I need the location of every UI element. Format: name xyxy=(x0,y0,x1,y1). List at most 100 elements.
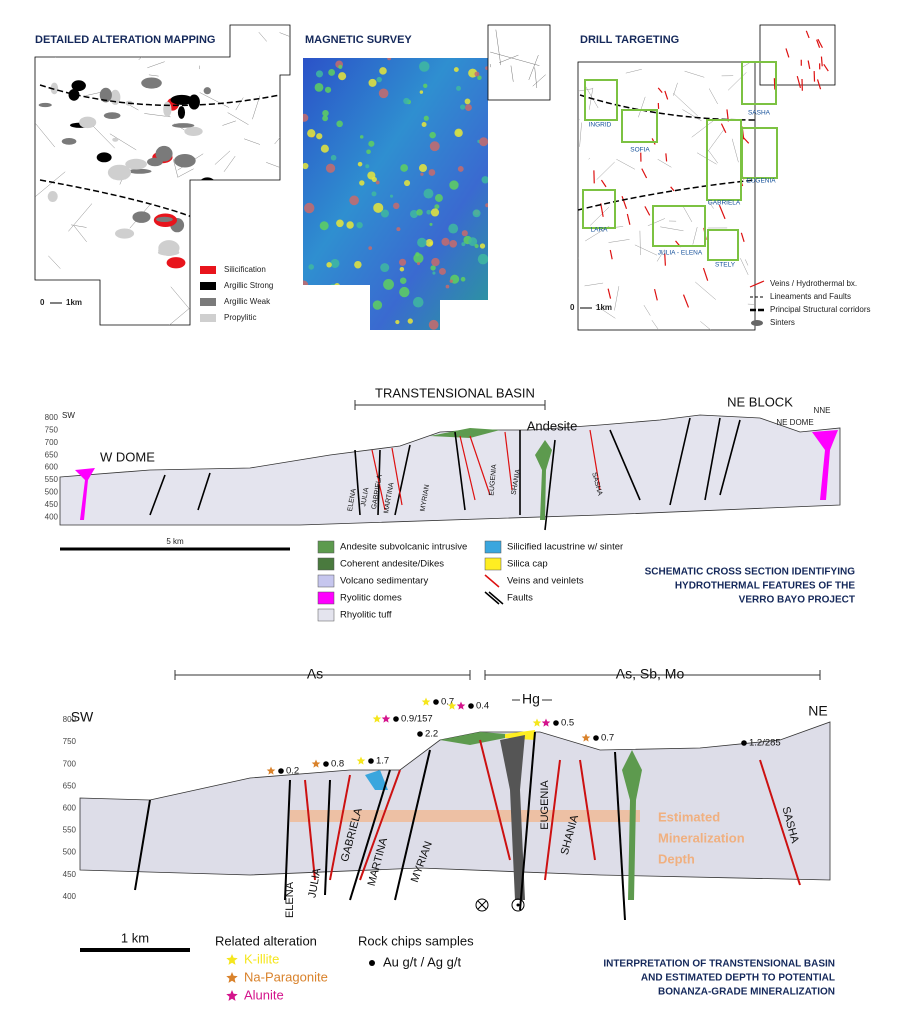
veins xyxy=(371,429,601,511)
section-label: NE DOME xyxy=(776,418,813,427)
lineament xyxy=(199,92,230,108)
anomaly xyxy=(354,260,362,269)
zone-label: As, Sb, Mo xyxy=(616,666,685,682)
anomaly xyxy=(325,163,336,173)
anomaly xyxy=(429,222,433,226)
legend-swatch xyxy=(317,540,335,554)
lineament xyxy=(82,315,88,325)
vein xyxy=(823,63,829,72)
legend-label: Volcano sedimentary xyxy=(340,576,428,587)
alteration-star xyxy=(541,718,551,727)
inset-lines xyxy=(489,29,546,89)
anomaly xyxy=(449,279,453,283)
andesite xyxy=(622,750,642,900)
anomaly xyxy=(410,209,419,219)
anomaly xyxy=(460,104,466,110)
anomaly xyxy=(329,283,338,293)
map-outline xyxy=(577,61,756,331)
vein xyxy=(600,203,604,217)
lineament xyxy=(614,286,620,311)
vein xyxy=(600,179,607,188)
andesite xyxy=(535,440,552,520)
anomaly xyxy=(303,301,312,311)
alteration-zone xyxy=(71,80,86,92)
anomaly xyxy=(432,271,436,275)
vein xyxy=(816,79,822,90)
alteration-zone xyxy=(174,153,196,168)
bracket xyxy=(354,400,546,410)
lineament xyxy=(148,74,159,77)
vein xyxy=(682,294,690,308)
target-box xyxy=(652,205,706,247)
anomaly xyxy=(330,258,340,268)
anomaly xyxy=(383,279,394,290)
anomaly xyxy=(346,221,354,229)
lineament xyxy=(170,286,190,309)
sample-value: 1.2/285 xyxy=(749,738,781,749)
anomaly xyxy=(371,191,377,197)
vein xyxy=(820,56,823,67)
vein xyxy=(641,168,648,179)
vein xyxy=(670,186,675,192)
fault-label: EUGENIA xyxy=(539,780,551,830)
anomaly xyxy=(303,325,308,330)
anomaly xyxy=(423,83,428,88)
legend-label: Silica cap xyxy=(507,559,548,570)
anomaly xyxy=(461,230,468,237)
anomaly xyxy=(399,277,407,284)
section-label: W DOME xyxy=(100,449,155,464)
legend-symbol xyxy=(749,280,765,288)
anomaly xyxy=(434,194,443,202)
structural-corridor xyxy=(39,84,281,107)
lineament xyxy=(85,91,103,96)
target-label: LARA xyxy=(591,227,609,234)
zone-label: NE xyxy=(808,703,827,719)
legend-label: Veins and veinlets xyxy=(507,576,584,587)
lineament xyxy=(656,249,665,262)
alteration-zone xyxy=(38,102,52,108)
section-label: Andesite xyxy=(527,418,578,433)
legend-swatch xyxy=(200,266,216,274)
lineament xyxy=(222,120,236,126)
legend-swatch xyxy=(317,608,335,622)
lineament xyxy=(706,128,725,154)
elevation-tick: 800 xyxy=(63,715,77,724)
terrain xyxy=(79,721,831,881)
vein xyxy=(816,39,821,48)
alteration-zone xyxy=(132,211,151,223)
anomaly xyxy=(307,129,316,138)
lineament xyxy=(178,168,194,178)
alteration-zone xyxy=(79,116,97,129)
legend-swatch xyxy=(317,557,335,571)
andesite xyxy=(430,428,500,438)
anomaly xyxy=(326,305,338,317)
lineament xyxy=(578,242,579,259)
sample-value: 2.2 xyxy=(425,729,438,740)
elevation-tick: 600 xyxy=(45,463,59,472)
lineament xyxy=(588,157,591,160)
anomaly xyxy=(431,257,440,267)
legend-swatch xyxy=(317,574,335,588)
lineament xyxy=(682,109,702,122)
lineament xyxy=(109,133,137,151)
lineament xyxy=(608,239,630,243)
alteration-zone xyxy=(191,230,204,243)
lineament xyxy=(223,155,236,172)
legend-label: Lineaments and Faults xyxy=(770,292,851,301)
anomaly xyxy=(396,227,401,232)
marker xyxy=(516,903,520,907)
anomaly xyxy=(322,109,329,117)
anomaly xyxy=(395,319,400,325)
marker xyxy=(475,898,489,912)
anomaly xyxy=(453,67,459,73)
alteration-zone xyxy=(99,87,112,103)
legend-swatch xyxy=(317,591,335,605)
anomaly xyxy=(449,180,459,190)
section-label: TRANSTENSIONAL BASIN xyxy=(375,385,535,400)
anomaly xyxy=(393,202,400,210)
lineament xyxy=(489,63,492,68)
elevation-tick: 600 xyxy=(63,804,77,813)
elevation-tick: 500 xyxy=(45,488,59,497)
lineament xyxy=(691,119,715,138)
anomaly xyxy=(464,98,471,105)
